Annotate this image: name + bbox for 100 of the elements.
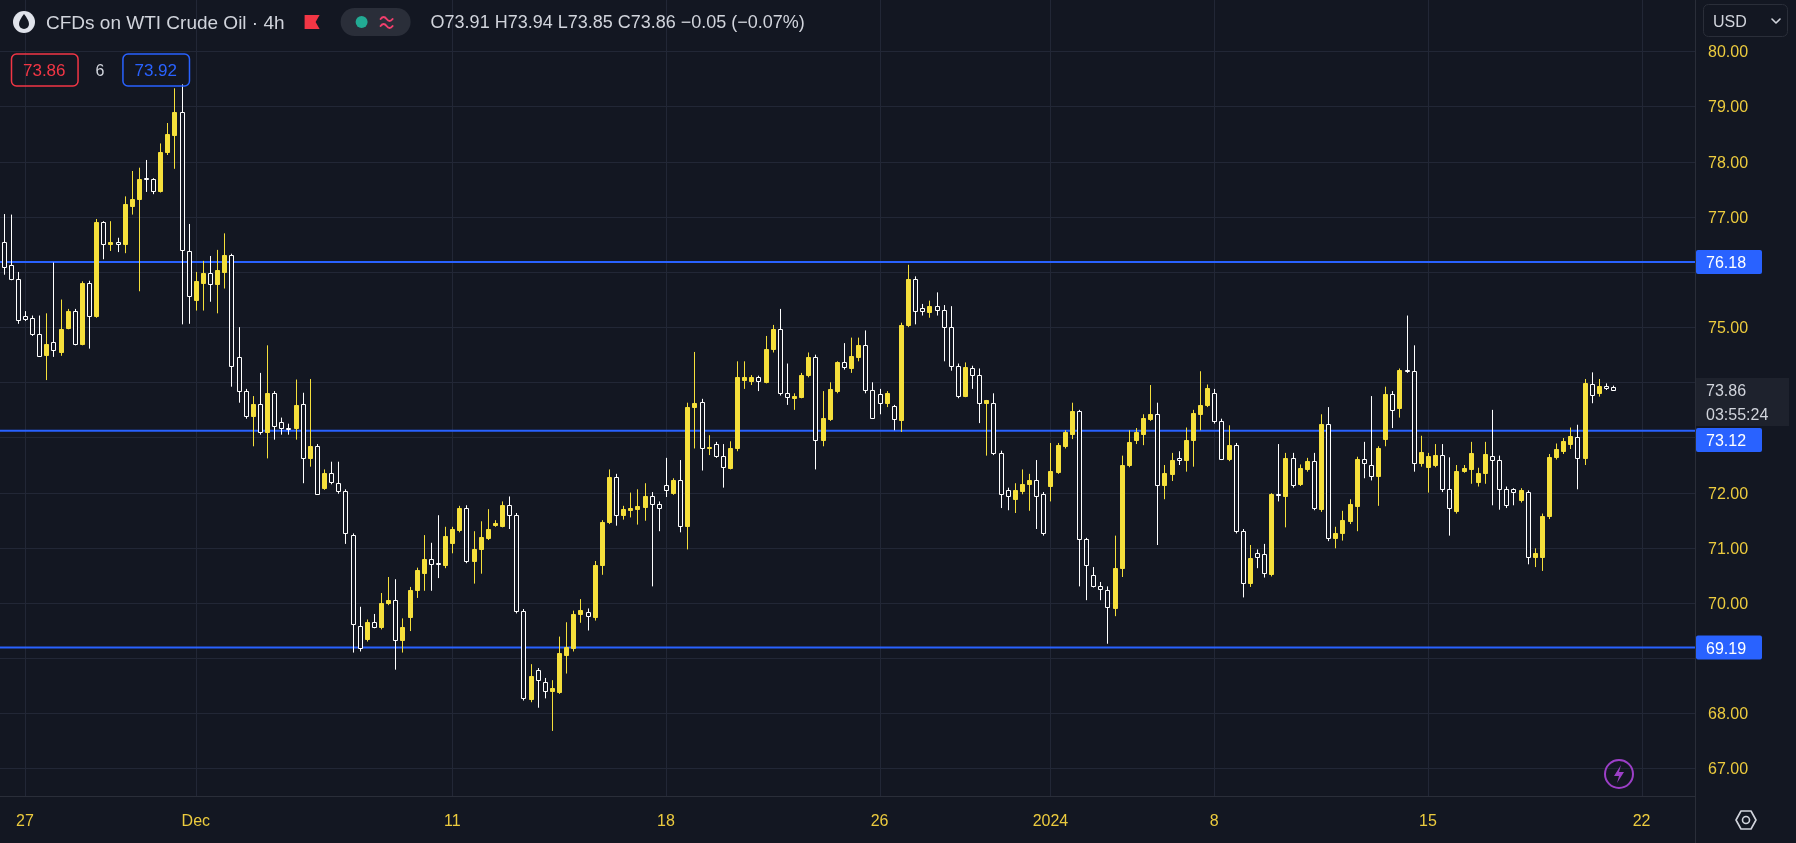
candlestick — [628, 492, 633, 518]
candlestick — [165, 122, 170, 156]
candlestick — [1483, 441, 1488, 485]
candlestick — [507, 495, 512, 530]
candlestick — [1027, 473, 1032, 512]
candlestick — [415, 567, 420, 599]
candlestick — [564, 621, 569, 675]
candlestick — [714, 441, 719, 459]
candlestick — [1611, 385, 1616, 392]
candlestick — [265, 344, 270, 459]
candlestick — [1326, 406, 1331, 542]
candlestick — [229, 253, 234, 388]
candlestick — [863, 329, 868, 394]
candlestick — [1362, 441, 1367, 479]
candlestick — [1540, 513, 1545, 572]
x-tick-label: 8 — [1209, 811, 1219, 829]
candlestick — [1426, 452, 1431, 494]
y-tick-label: 80.00 — [1708, 42, 1749, 60]
candlestick — [301, 392, 306, 484]
candlestick — [970, 365, 975, 390]
candlestick — [130, 170, 135, 216]
ref-line-label: 76.18 — [1706, 253, 1747, 271]
candlestick — [1405, 315, 1410, 374]
text: 73.86 — [1706, 381, 1747, 399]
candlestick — [1526, 489, 1531, 565]
candlestick — [87, 280, 92, 350]
candlestick — [878, 388, 883, 415]
candlestick — [237, 326, 242, 404]
candlestick — [1340, 510, 1345, 542]
annotation: 73.86 — [23, 60, 66, 80]
candlestick — [1568, 427, 1573, 450]
candlestick — [1490, 409, 1495, 506]
candlestick — [251, 395, 256, 447]
candlestick — [1276, 443, 1281, 502]
candlestick — [977, 367, 982, 424]
candlestick — [1148, 384, 1153, 422]
candlestick — [578, 598, 583, 624]
candlestick — [514, 512, 519, 614]
candlestick — [372, 613, 377, 629]
candlestick — [614, 473, 619, 527]
candlestick — [1241, 528, 1246, 598]
candlestick — [1497, 455, 1502, 511]
candlestick — [2, 213, 7, 276]
candlestick — [906, 264, 911, 328]
y-tick-label: 71.00 — [1708, 539, 1749, 557]
candlestick — [885, 390, 890, 408]
candlestick — [101, 220, 106, 260]
candlestick — [44, 312, 49, 381]
x-tick-label: 15 — [1419, 811, 1437, 829]
candlestick — [1077, 409, 1082, 587]
candlestick — [123, 195, 128, 254]
candlestick — [1412, 344, 1417, 473]
candlestick — [80, 280, 85, 346]
candlestick — [9, 214, 14, 281]
candlestick — [1440, 443, 1445, 493]
candlestick — [1056, 442, 1061, 475]
candlestick — [1283, 452, 1288, 528]
candlestick — [529, 663, 534, 703]
candlestick — [870, 381, 875, 420]
candlestick — [315, 443, 320, 496]
candlestick — [571, 610, 576, 652]
candlestick — [792, 392, 797, 411]
candlestick — [1184, 427, 1189, 473]
candlestick — [1091, 566, 1096, 588]
candlestick — [222, 232, 227, 289]
candlestick — [151, 177, 156, 195]
candlestick — [892, 404, 897, 431]
candlestick — [849, 337, 854, 374]
candlestick — [1255, 548, 1260, 569]
candlestick — [1113, 535, 1118, 617]
candlestick — [486, 508, 491, 541]
text: 03:55:24 — [1706, 405, 1769, 423]
candlestick — [1333, 526, 1338, 549]
candlestick — [208, 255, 213, 303]
candlestick — [635, 488, 640, 526]
candlestick — [799, 372, 804, 399]
candlestick — [1120, 455, 1125, 578]
candlestick — [73, 308, 78, 346]
x-tick-label: 11 — [443, 811, 461, 829]
candlestick — [913, 275, 918, 325]
y-tick-label: 72.00 — [1708, 484, 1749, 502]
candlestick — [1006, 487, 1011, 511]
candlestick — [1469, 441, 1474, 485]
candlestick — [1084, 537, 1089, 601]
x-tick-label: 27 — [16, 811, 34, 829]
candlestick — [322, 468, 327, 491]
candlestick — [1419, 435, 1424, 468]
candlestick — [37, 315, 42, 358]
candlestick — [94, 218, 99, 319]
candlestick — [457, 505, 462, 533]
candlestick — [379, 592, 384, 630]
candlestick — [1476, 467, 1481, 488]
candlestick — [1604, 382, 1609, 391]
candlestick — [999, 450, 1004, 509]
x-tick-label: 22 — [1632, 811, 1651, 829]
candlestick — [1098, 581, 1103, 601]
candlestick — [351, 532, 356, 654]
candlestick — [685, 402, 690, 550]
ref-line-label: 69.19 — [1706, 639, 1747, 657]
candlestick — [707, 434, 712, 456]
